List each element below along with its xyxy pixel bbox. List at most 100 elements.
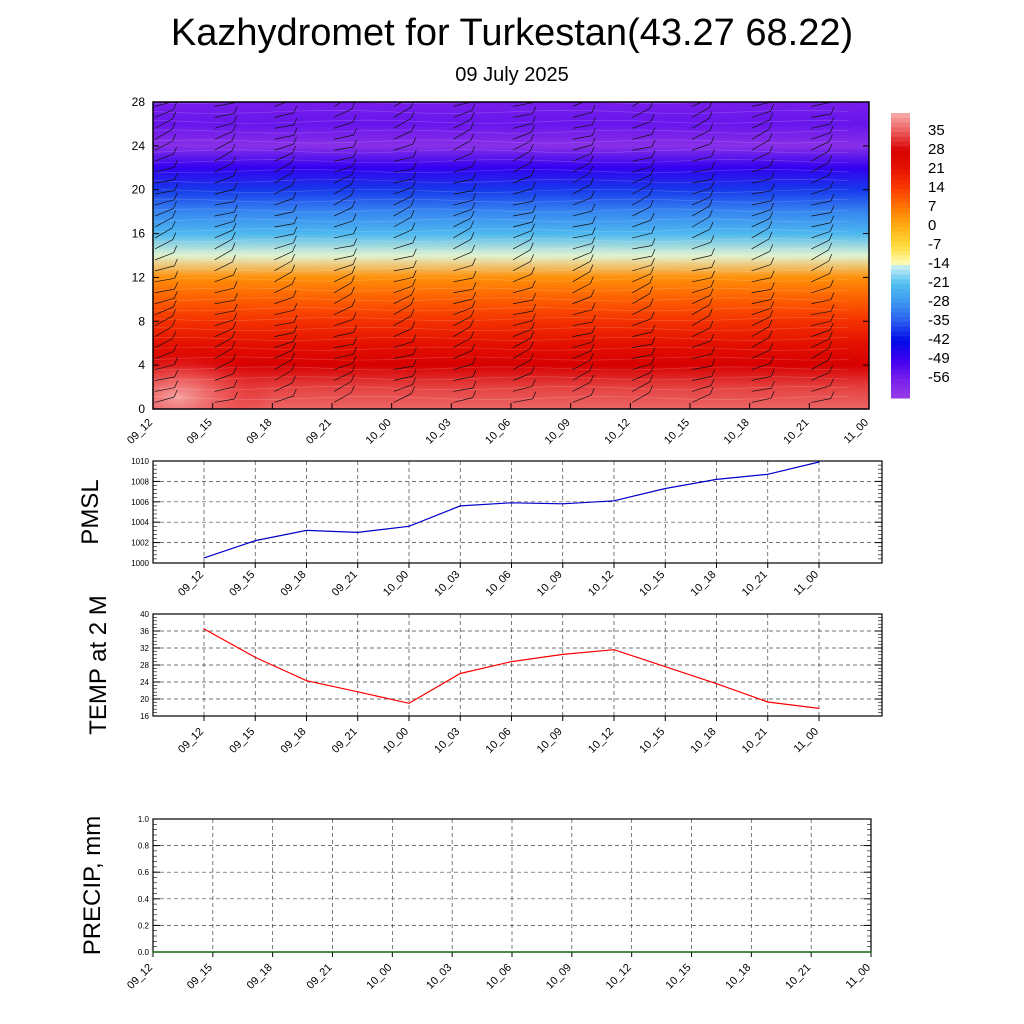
wind-barb-flag [532, 205, 537, 213]
wind-barb [691, 156, 712, 162]
wind-barb [333, 319, 354, 327]
wind-barb [214, 220, 234, 228]
wind-barb-flag [351, 275, 355, 283]
wind-barb [811, 174, 830, 184]
colorbar-band [891, 222, 910, 228]
contour-line [153, 257, 850, 262]
colorbar-band [891, 146, 910, 152]
wind-barb [333, 183, 352, 195]
wind-barb [154, 128, 173, 140]
wind-barb [453, 307, 473, 316]
wind-barb [274, 152, 293, 162]
wind-barb-flag [293, 93, 296, 100]
wind-barb-flag [291, 264, 296, 272]
colorbar-tick-label: 21 [928, 160, 945, 177]
wind-barb-flag [173, 389, 178, 398]
colorbar-band [891, 184, 910, 190]
xtick-label: 10_18 [723, 962, 753, 992]
data-point [305, 529, 308, 532]
wind-barb [274, 332, 294, 337]
wind-barb-flag [769, 145, 774, 153]
wind-barb [214, 150, 233, 162]
colorbar-band [891, 160, 910, 166]
wind-barb-flag [352, 257, 357, 265]
wind-barb-flag [173, 192, 178, 200]
heatmap-xtick-label: 10_18 [722, 417, 752, 447]
wind-barb-flag [529, 242, 534, 250]
wind-barb-flag [651, 139, 656, 147]
wind-barb [811, 132, 831, 140]
wind-barb [871, 309, 890, 315]
wind-barb-flag [233, 106, 238, 114]
wind-barb [453, 397, 473, 403]
wind-barb-flag [472, 159, 476, 167]
panel-frame [152, 460, 883, 564]
wind-barb [751, 190, 772, 195]
wind-barb [512, 287, 533, 294]
wind-barb [512, 385, 533, 392]
wind-barb-flag [589, 264, 594, 272]
wind-barb [453, 199, 473, 206]
colorbar: 35 28 21 14 7 0 -7 -14 -21 -28 -35 -42 -49 -56 [891, 113, 950, 399]
wind-barb [572, 359, 591, 370]
wind-barb [871, 184, 889, 194]
ytick-label: 1002 [131, 539, 149, 548]
wind-barb [811, 231, 831, 239]
wind-barb-flag [531, 322, 535, 330]
wind-barb-flag [171, 220, 176, 229]
wind-barb-flag [412, 137, 417, 145]
wind-barb-flag [591, 302, 596, 310]
wind-barb-flag [410, 210, 415, 218]
wind-barb [632, 343, 653, 348]
colorbar-band [891, 331, 910, 337]
wind-barb-flag [234, 194, 238, 202]
wind-barb [154, 326, 173, 337]
wind-barb [333, 134, 354, 140]
wind-barb [453, 376, 474, 381]
wind-barb-flag [591, 325, 596, 334]
colorbar-band [891, 117, 910, 123]
wind-barb-flag [353, 248, 357, 256]
wind-barb-flag [771, 380, 775, 389]
wind-barb-flag [350, 374, 355, 382]
wind-barb [214, 175, 234, 184]
wind-barb-flag [651, 127, 656, 135]
wind-barb-flag [233, 281, 238, 289]
wind-barb [453, 238, 472, 250]
wind-barb-flag [530, 352, 534, 361]
ytick-label: 0.4 [138, 895, 150, 904]
wind-barb [393, 118, 412, 129]
wind-barb [572, 251, 592, 261]
data-point [357, 691, 359, 693]
wind-barb-flag [650, 365, 655, 373]
wind-barb-flag [591, 117, 596, 125]
wind-barb [274, 309, 294, 316]
wind-barb [871, 322, 891, 326]
wind-barb-flag [293, 105, 298, 114]
colorbar-band [891, 255, 910, 261]
wind-barb [453, 110, 473, 118]
wind-barb-flag [472, 390, 477, 398]
wind-barb-flag [291, 276, 296, 285]
wind-barb [691, 304, 710, 316]
data-point [818, 461, 820, 463]
wind-barb-flag [770, 301, 775, 309]
wind-barb [453, 140, 471, 151]
colorbar-tick-label: -7 [928, 236, 941, 253]
wind-barb [632, 318, 652, 327]
data-point [510, 502, 513, 504]
colorbar-band [891, 293, 910, 299]
colorbar-tick-label: -14 [928, 255, 950, 272]
wind-barb [751, 308, 771, 316]
wind-barb [811, 329, 831, 337]
wind-barb [572, 233, 593, 239]
wind-barb-flag [770, 356, 775, 364]
data-point [664, 487, 666, 490]
data-point [750, 951, 752, 953]
wind-barb [214, 238, 233, 250]
wind-barb [691, 365, 712, 370]
wind-barb [751, 119, 770, 129]
wind-barb [274, 370, 292, 381]
colorbar-band [891, 141, 910, 147]
wind-barb [632, 331, 652, 337]
